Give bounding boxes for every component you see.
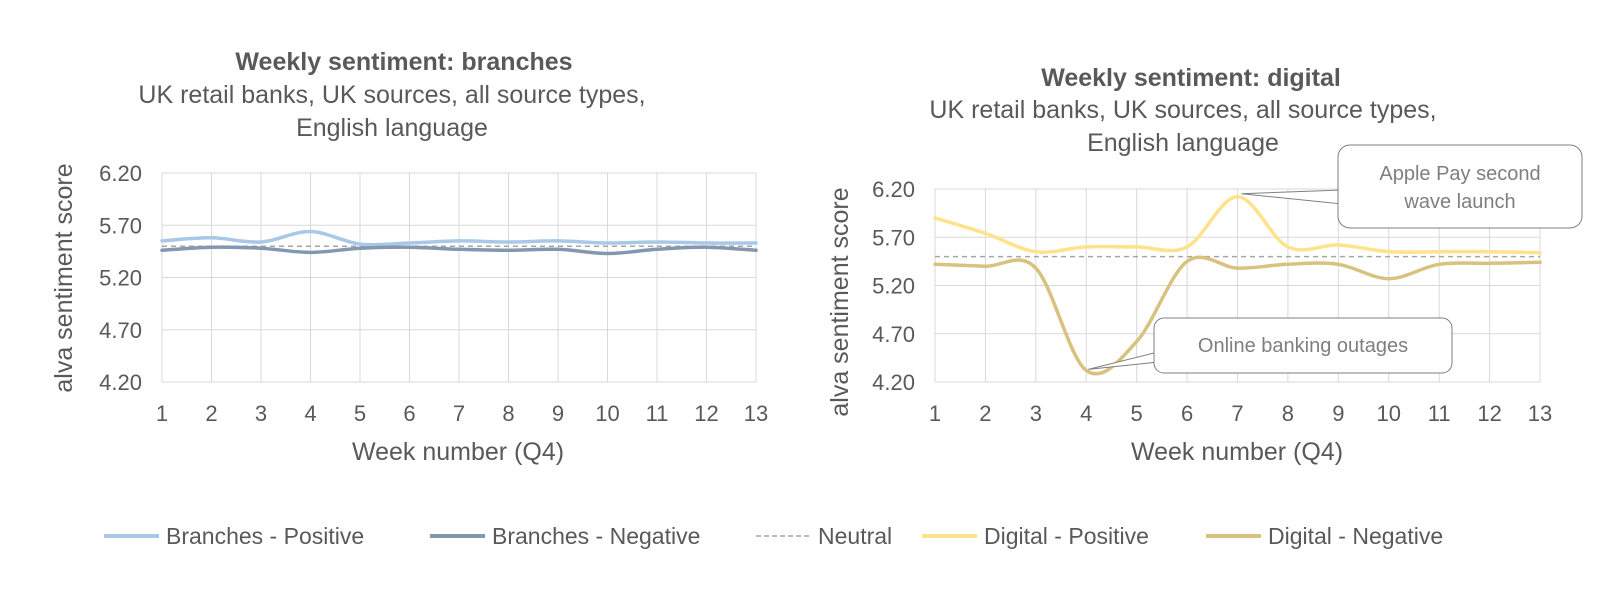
x-tick-label: 9: [1332, 401, 1344, 426]
annotation-text-line-1: Apple Pay second: [1379, 163, 1540, 185]
x-tick-label: 9: [552, 401, 564, 426]
x-tick-label: 3: [1030, 401, 1042, 426]
y-axis-title: alva sentiment score: [826, 187, 854, 416]
legend-label: Branches - Positive: [166, 523, 364, 549]
x-axis-title: Week number (Q4): [352, 438, 564, 466]
x-tick-label: 8: [502, 401, 514, 426]
chart-title: Weekly sentiment: branches: [235, 48, 572, 76]
x-tick-label: 10: [1377, 401, 1401, 426]
y-tick-label: 5.20: [872, 274, 915, 299]
annotation-text-line-2: wave launch: [1403, 191, 1515, 213]
x-tick-label: 8: [1282, 401, 1294, 426]
x-tick-label: 12: [1477, 401, 1501, 426]
plot-grid: [161, 172, 757, 383]
x-axis-ticks: 1 2 3 4 5 6 7 8 9 10 11 12 13: [929, 401, 1552, 426]
legend-item-branches-positive: Branches - Positive: [104, 523, 364, 549]
x-tick-label: 4: [304, 401, 316, 426]
y-tick-label: 4.20: [99, 370, 142, 395]
x-tick-label: 7: [1231, 401, 1243, 426]
series-line-digital-negative: [933, 255, 1542, 376]
x-tick-label: 3: [255, 401, 267, 426]
legend-item-digital-positive: Digital - Positive: [922, 523, 1149, 549]
x-tick-label: 6: [1181, 401, 1193, 426]
chart-subtitle-line-2: English language: [1087, 129, 1279, 157]
annotation-box: [1337, 144, 1583, 229]
annotation-apple-pay: Apple Pay second wave launch: [1241, 144, 1583, 229]
x-tick-label: 2: [205, 401, 217, 426]
annotation-online-outages: Online banking outages: [1088, 317, 1453, 374]
annotation-text-line-1: Online banking outages: [1198, 335, 1408, 357]
series-line-digital-positive: [933, 194, 1542, 255]
legend-label: Branches - Negative: [492, 523, 700, 549]
chart-subtitle-line-2: English language: [296, 114, 488, 142]
x-tick-label: 11: [646, 401, 669, 426]
x-axis-ticks: 1 2 3 4 5 6 7 8 9 10 11 12 13: [156, 401, 768, 426]
series-lines: [160, 229, 758, 256]
y-tick-label: 5.70: [99, 213, 142, 238]
x-tick-label: 13: [1528, 401, 1552, 426]
chart-branches: Weekly sentiment: branches UK retail ban…: [50, 48, 768, 466]
chart-subtitle-line-1: UK retail banks, UK sources, all source …: [929, 96, 1436, 124]
x-axis-title: Week number (Q4): [1131, 438, 1343, 466]
legend-label: Neutral: [818, 523, 892, 549]
x-tick-label: 1: [929, 401, 941, 426]
x-tick-label: 7: [453, 401, 465, 426]
x-tick-label: 12: [694, 401, 718, 426]
x-tick-label: 4: [1080, 401, 1092, 426]
y-tick-label: 4.20: [872, 370, 915, 395]
legend-item-branches-negative: Branches - Negative: [430, 523, 700, 549]
y-axis-ticks: 6.20 5.70 5.20 4.70 4.20: [99, 161, 142, 395]
y-tick-label: 4.70: [99, 318, 142, 343]
series-line-branches-negative: [160, 245, 758, 256]
x-tick-label: 1: [156, 401, 168, 426]
y-tick-label: 4.70: [872, 322, 915, 347]
y-tick-label: 6.20: [99, 161, 142, 186]
y-axis-title: alva sentiment score: [50, 163, 78, 392]
x-tick-label: 11: [1428, 401, 1451, 426]
x-tick-label: 5: [354, 401, 366, 426]
x-tick-label: 6: [403, 401, 415, 426]
legend-item-digital-negative: Digital - Negative: [1206, 523, 1443, 549]
legend-label: Digital - Positive: [984, 523, 1149, 549]
series-line-branches-positive: [160, 229, 758, 247]
x-tick-label: 10: [595, 401, 619, 426]
legend: Branches - Positive Branches - Negative Ne…: [104, 523, 1443, 549]
chart-title: Weekly sentiment: digital: [1041, 64, 1341, 92]
y-tick-label: 6.20: [872, 177, 915, 202]
y-tick-label: 5.70: [872, 225, 915, 250]
y-tick-label: 5.20: [99, 266, 142, 291]
chart-digital: Weekly sentiment: digital UK retail bank…: [826, 64, 1583, 466]
chart-subtitle-line-1: UK retail banks, UK sources, all source …: [138, 81, 645, 109]
legend-item-neutral: Neutral: [756, 523, 892, 549]
series-lines: [933, 194, 1542, 376]
annotation-seam: [1339, 189, 1345, 205]
annotation-leader-line: [1241, 189, 1343, 205]
annotation-box: [1153, 317, 1453, 374]
annotation-seam: [1155, 352, 1161, 364]
x-tick-label: 5: [1131, 401, 1143, 426]
x-tick-label: 2: [979, 401, 991, 426]
x-tick-label: 13: [744, 401, 768, 426]
legend-label: Digital - Negative: [1268, 523, 1443, 549]
y-axis-ticks: 6.20 5.70 5.20 4.70 4.20: [872, 177, 915, 395]
